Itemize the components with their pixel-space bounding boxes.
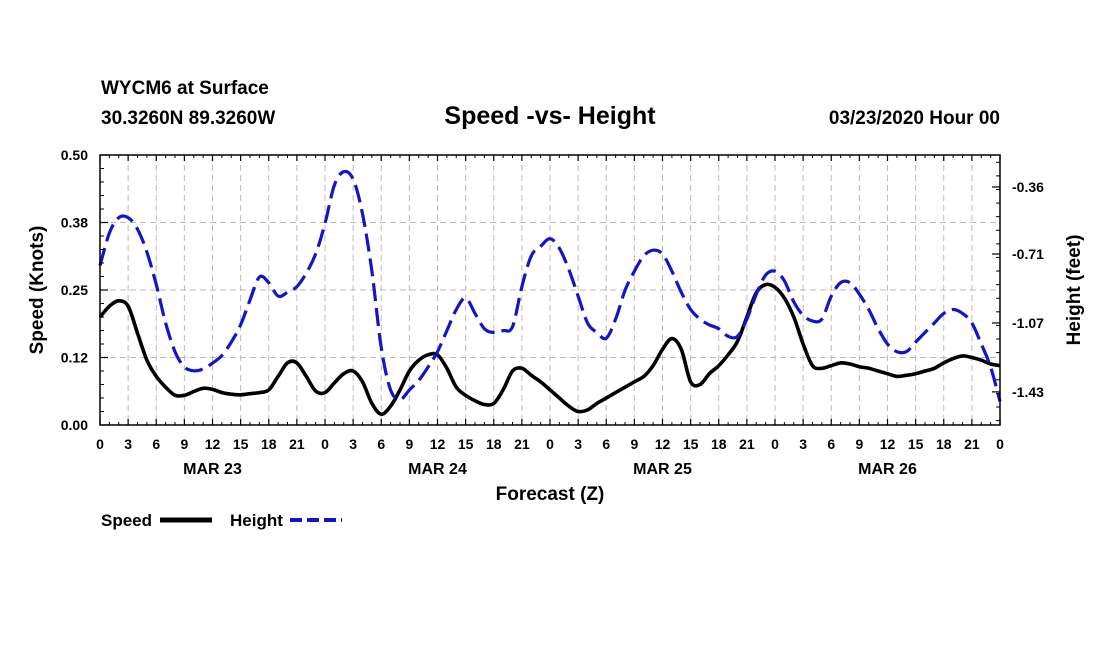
x-tick-label: 0	[321, 436, 329, 452]
x-axis-title: Forecast (Z)	[496, 484, 605, 505]
y2-axis-title: Height (feet)	[1064, 235, 1085, 346]
x-tick-label: 18	[711, 436, 727, 452]
x-tick-label: 12	[655, 436, 671, 452]
x-tick-label: 0	[546, 436, 554, 452]
y-tick-label: 0.38	[61, 215, 88, 231]
coordinates-label: 30.3260N 89.3260W	[101, 108, 275, 129]
x-tick-label: 21	[289, 436, 305, 452]
legend: Speed Height	[101, 511, 342, 530]
x-tick-label: 21	[964, 436, 980, 452]
x-tick-label: 15	[683, 436, 699, 452]
y-tick-label: 0.25	[61, 282, 88, 298]
x-tick-label: 6	[602, 436, 610, 452]
x-tick-label: 0	[771, 436, 779, 452]
x-tick-label: 3	[574, 436, 582, 452]
x-tick-label: 12	[880, 436, 896, 452]
x-tick-label: 12	[205, 436, 221, 452]
x-tick-label: 0	[96, 436, 104, 452]
day-label: MAR 26	[858, 461, 917, 478]
speed-series-line	[98, 282, 1001, 416]
y2-tick-label: -0.36	[1012, 179, 1044, 195]
day-label: MAR 25	[633, 461, 692, 478]
x-tick-label: 0	[996, 436, 1004, 452]
x-tick-label: 12	[430, 436, 446, 452]
y-tick-label: 0.12	[61, 350, 88, 366]
legend-height-label: Height	[230, 511, 283, 530]
x-tick-label: 6	[377, 436, 385, 452]
y-tick-label: 0.50	[61, 147, 88, 163]
y2-tick-label: -1.43	[1012, 384, 1044, 400]
station-label: WYCM6 at Surface	[101, 78, 269, 99]
x-tick-label: 9	[630, 436, 638, 452]
x-tick-label: 6	[827, 436, 835, 452]
x-tick-label: 18	[261, 436, 277, 452]
x-tick-label: 9	[180, 436, 188, 452]
day-label: MAR 24	[408, 461, 467, 478]
x-tick-label: 3	[799, 436, 807, 452]
x-tick-label: 21	[514, 436, 530, 452]
grid-lines	[100, 155, 1000, 425]
x-tick-label: 6	[152, 436, 160, 452]
y2-tick-label: -0.71	[1012, 246, 1044, 262]
plot-lines	[98, 169, 1002, 416]
x-tick-label: 9	[405, 436, 413, 452]
x-tick-label: 18	[936, 436, 952, 452]
x-tick-label: 15	[233, 436, 249, 452]
x-tick-label: 3	[124, 436, 132, 452]
forecast-date-label: 03/23/2020 Hour 00	[829, 108, 1000, 129]
chart-header: WYCM6 at Surface 30.3260N 89.3260W Speed…	[101, 78, 1000, 130]
day-label: MAR 23	[183, 461, 242, 478]
y-tick-label: 0.00	[61, 417, 88, 433]
x-tick-label: 15	[458, 436, 474, 452]
y2-tick-label: -1.07	[1012, 315, 1044, 331]
legend-speed-label: Speed	[101, 511, 152, 530]
x-tick-label: 21	[739, 436, 755, 452]
x-tick-label: 15	[908, 436, 924, 452]
x-tick-label: 3	[349, 436, 357, 452]
x-tick-label: 9	[855, 436, 863, 452]
y-axis-title: Speed (Knots)	[27, 226, 48, 355]
axes: 0 3 6 9 12 15 18 21 0 3 6 9 12 15 18 21 0 3 6 9 12 15 18 21 0 3 6 9…	[61, 147, 1044, 478]
chart-title: Speed -vs- Height	[444, 102, 656, 130]
height-series-line	[98, 169, 1002, 402]
x-tick-label: 18	[486, 436, 502, 452]
